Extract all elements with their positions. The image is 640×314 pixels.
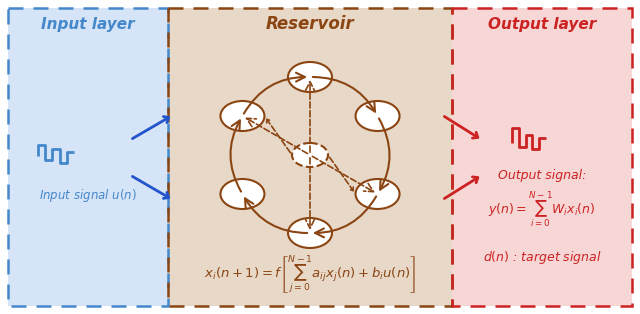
Text: Input signal $u(n)$: Input signal $u(n)$ [39,187,137,203]
Ellipse shape [356,179,399,209]
Ellipse shape [356,101,399,131]
Ellipse shape [220,101,264,131]
Bar [8,8,168,306]
Ellipse shape [220,179,264,209]
Ellipse shape [292,143,328,167]
Bar [168,8,452,306]
Text: $y(n) = \sum_{i=0}^{N-1} W_i x_i(n)$: $y(n) = \sum_{i=0}^{N-1} W_i x_i(n)$ [488,190,596,230]
Text: Reservoir: Reservoir [266,15,355,33]
Text: Input layer: Input layer [41,17,135,31]
FancyBboxPatch shape [8,8,168,306]
Ellipse shape [288,62,332,92]
FancyBboxPatch shape [168,8,452,306]
Text: $d(n)$ : target signal: $d(n)$ : target signal [483,250,602,267]
Bar [452,8,632,306]
Text: Output signal:: Output signal: [498,169,586,181]
FancyBboxPatch shape [452,8,632,306]
Text: Output layer: Output layer [488,17,596,31]
Text: $x_i(n+1) = f\left[\sum_{j=0}^{N-1} a_{ij}x_j(n) + b_i u(n)\right]$: $x_i(n+1) = f\left[\sum_{j=0}^{N-1} a_{i… [204,254,416,296]
Ellipse shape [288,218,332,248]
